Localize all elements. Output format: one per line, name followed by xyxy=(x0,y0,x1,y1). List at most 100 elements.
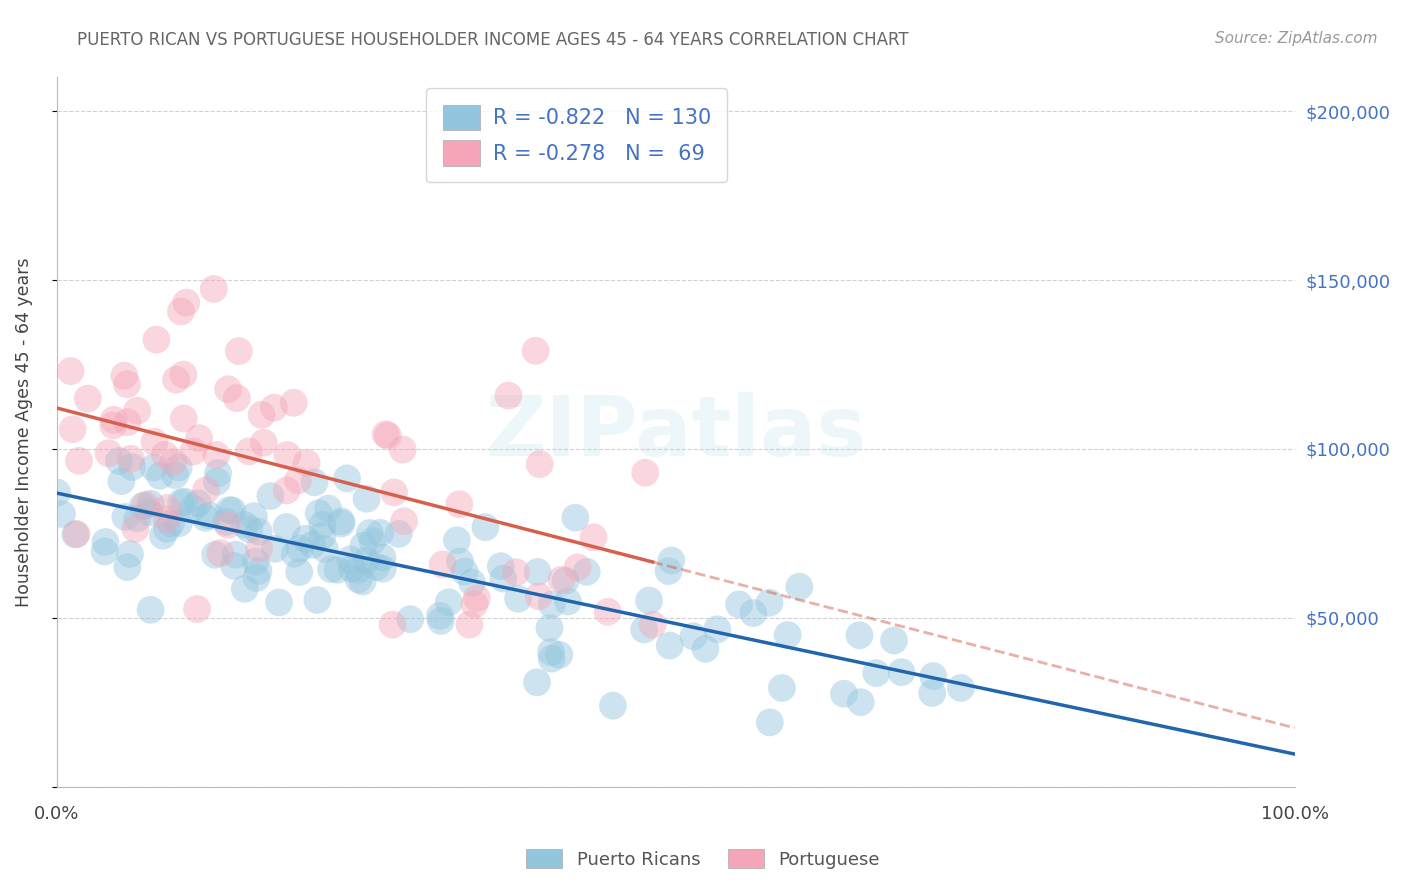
Point xyxy=(657,564,679,578)
Point xyxy=(170,495,193,509)
Point xyxy=(557,594,579,608)
Point xyxy=(498,389,520,403)
Point xyxy=(276,448,298,462)
Point xyxy=(634,466,657,480)
Legend: R = -0.822   N = 130, R = -0.278   N =  69: R = -0.822 N = 130, R = -0.278 N = 69 xyxy=(426,87,727,183)
Point xyxy=(361,534,384,549)
Point xyxy=(120,451,142,466)
Point xyxy=(153,448,176,462)
Point xyxy=(921,686,943,700)
Point xyxy=(217,517,239,532)
Point xyxy=(173,494,195,508)
Point xyxy=(449,497,471,511)
Point xyxy=(202,282,225,296)
Point xyxy=(890,665,912,680)
Point xyxy=(264,541,287,556)
Point xyxy=(162,455,184,469)
Point xyxy=(245,554,267,568)
Point xyxy=(454,565,477,579)
Point xyxy=(160,516,183,531)
Point xyxy=(922,669,945,683)
Point xyxy=(238,522,260,536)
Point xyxy=(326,563,349,577)
Point xyxy=(399,612,422,626)
Point xyxy=(526,565,548,579)
Point xyxy=(205,475,228,489)
Point xyxy=(659,553,682,567)
Point xyxy=(540,651,562,665)
Point xyxy=(575,565,598,579)
Point xyxy=(152,529,174,543)
Point xyxy=(311,529,333,543)
Point xyxy=(62,422,84,436)
Point xyxy=(187,496,209,510)
Point xyxy=(94,535,117,549)
Point xyxy=(381,617,404,632)
Point xyxy=(121,459,143,474)
Point xyxy=(388,527,411,541)
Point xyxy=(377,428,399,442)
Point xyxy=(492,572,515,586)
Point xyxy=(170,304,193,318)
Point xyxy=(288,541,311,556)
Point xyxy=(149,468,172,483)
Point xyxy=(540,598,562,612)
Point xyxy=(848,628,870,642)
Point xyxy=(728,598,751,612)
Point xyxy=(287,473,309,487)
Point xyxy=(59,364,82,378)
Point xyxy=(198,508,221,523)
Point xyxy=(65,527,87,541)
Legend: Puerto Ricans, Portuguese: Puerto Ricans, Portuguese xyxy=(519,842,887,876)
Point xyxy=(596,605,619,619)
Point xyxy=(758,596,780,610)
Point xyxy=(319,562,342,576)
Point xyxy=(295,456,318,470)
Point xyxy=(207,466,229,480)
Point xyxy=(527,589,550,603)
Point xyxy=(307,593,329,607)
Point xyxy=(114,510,136,524)
Point xyxy=(209,546,232,560)
Point xyxy=(789,580,811,594)
Point xyxy=(139,497,162,511)
Point xyxy=(356,491,378,506)
Point xyxy=(186,602,208,616)
Point xyxy=(352,539,374,553)
Point xyxy=(564,510,586,524)
Point xyxy=(288,565,311,579)
Point xyxy=(215,515,238,529)
Point xyxy=(429,608,451,623)
Point xyxy=(429,614,451,628)
Point xyxy=(221,503,243,517)
Point xyxy=(301,538,323,552)
Point xyxy=(124,522,146,536)
Point xyxy=(253,435,276,450)
Point xyxy=(228,344,250,359)
Point xyxy=(382,485,405,500)
Point xyxy=(46,485,69,500)
Point xyxy=(195,483,218,498)
Point xyxy=(176,295,198,310)
Point xyxy=(217,382,239,396)
Point xyxy=(117,560,139,574)
Point xyxy=(225,548,247,562)
Text: PUERTO RICAN VS PORTUGUESE HOUSEHOLDER INCOME AGES 45 - 64 YEARS CORRELATION CHA: PUERTO RICAN VS PORTUGUESE HOUSEHOLDER I… xyxy=(77,31,908,49)
Point xyxy=(51,507,73,521)
Point xyxy=(139,603,162,617)
Point xyxy=(238,444,260,458)
Point xyxy=(194,510,217,524)
Point xyxy=(276,520,298,534)
Point xyxy=(118,547,141,561)
Point xyxy=(188,431,211,445)
Point xyxy=(110,474,132,488)
Point xyxy=(505,566,527,580)
Point xyxy=(181,501,204,516)
Point xyxy=(181,444,204,458)
Point xyxy=(172,368,194,382)
Point xyxy=(883,633,905,648)
Point xyxy=(582,530,605,544)
Point xyxy=(567,560,589,574)
Point xyxy=(167,460,190,475)
Point xyxy=(218,503,240,517)
